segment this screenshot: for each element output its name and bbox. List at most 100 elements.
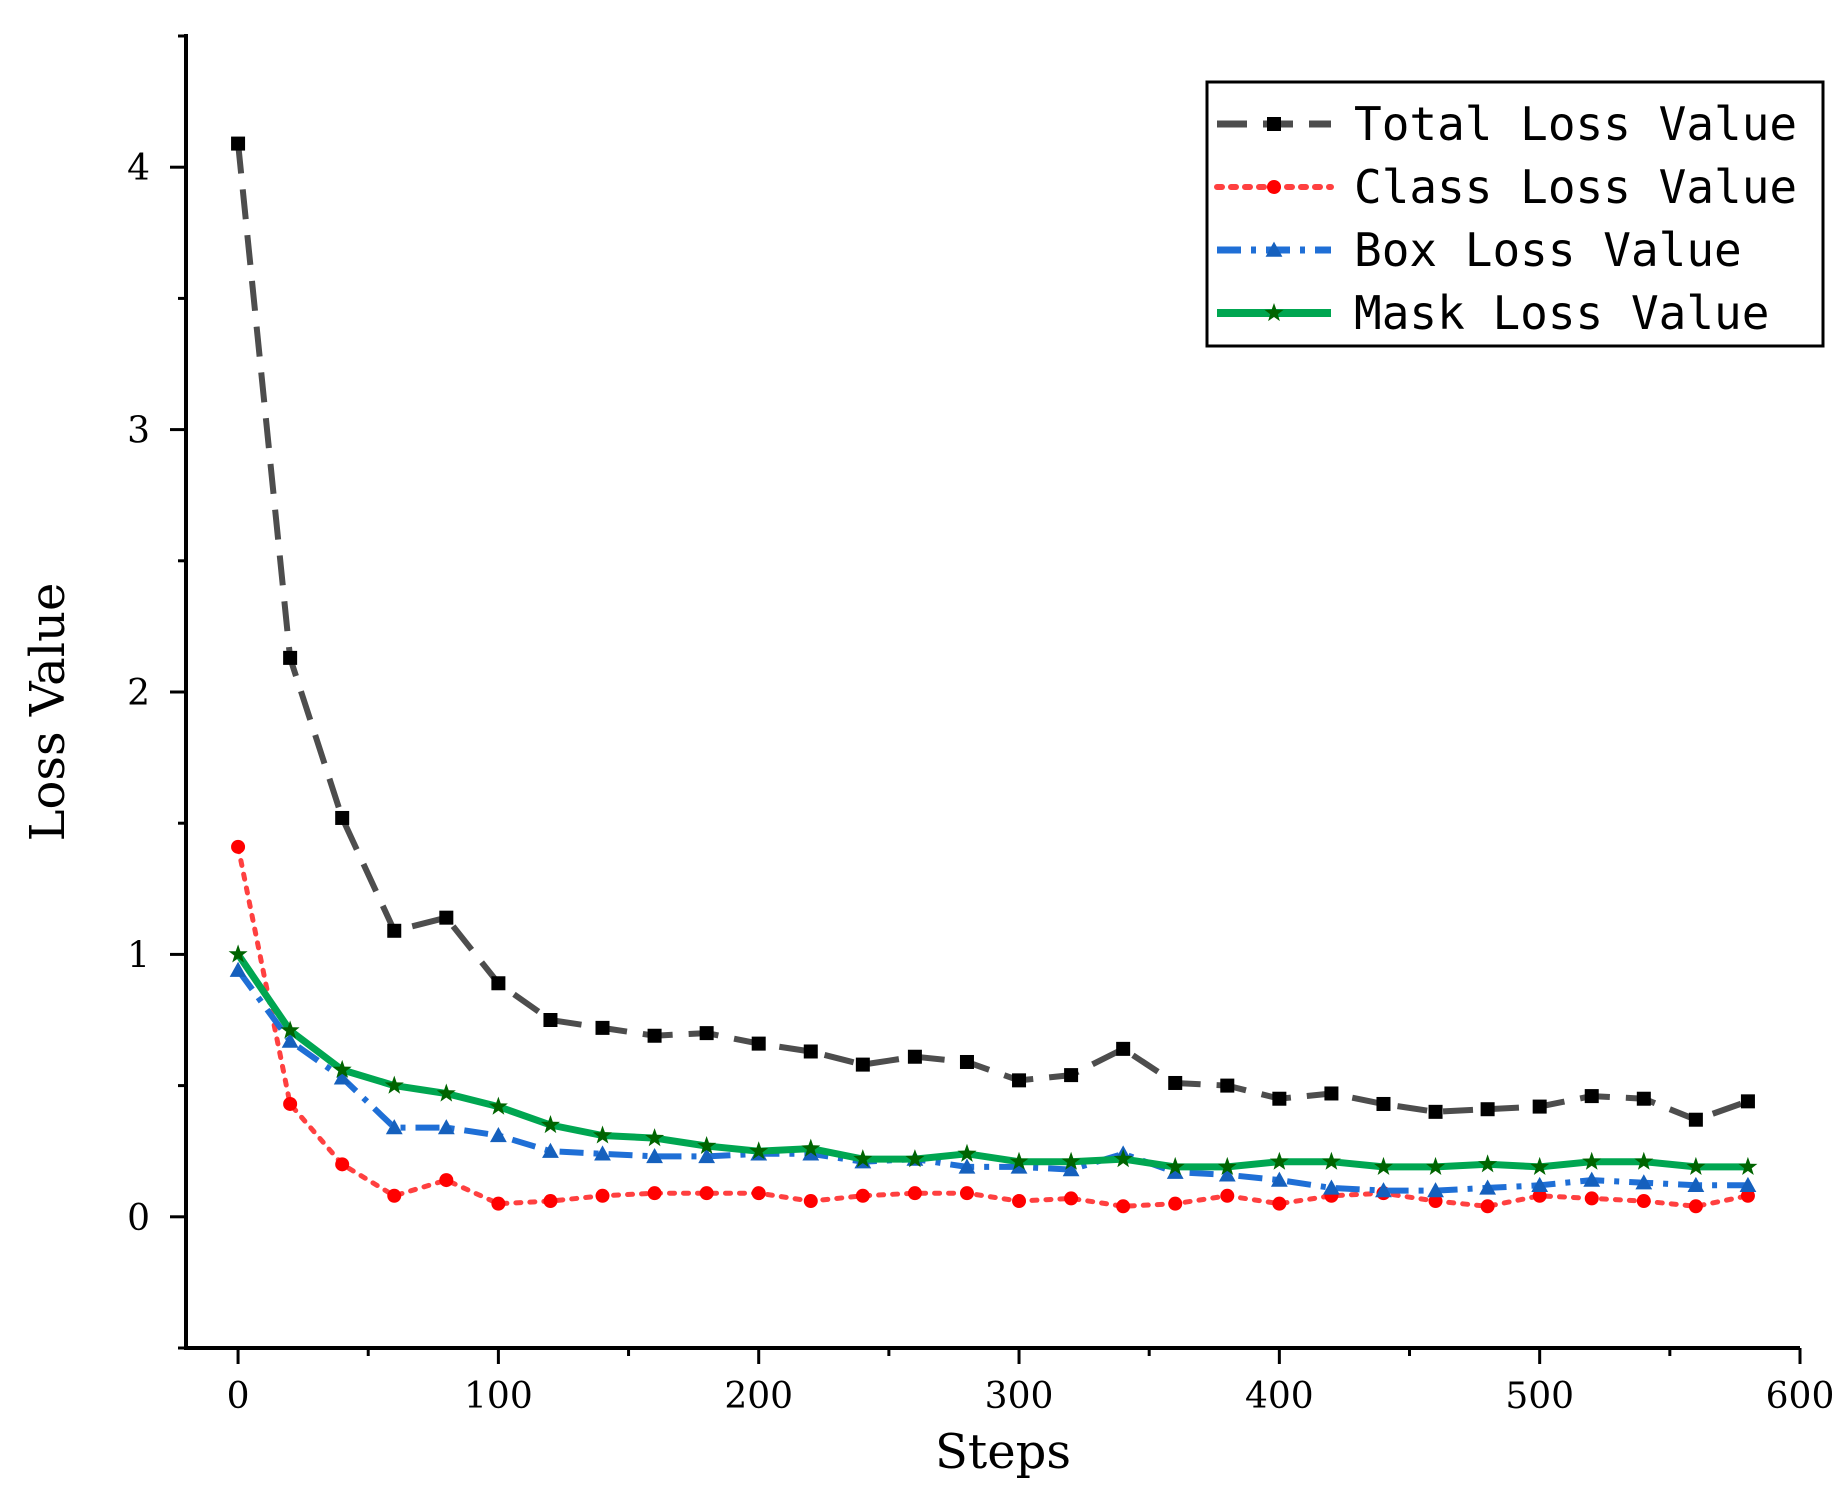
- legend-label: Mask Loss Value: [1354, 286, 1769, 340]
- data-point: [1324, 1086, 1339, 1101]
- data-point: [1374, 1156, 1393, 1175]
- y-axis-title: Loss Value: [20, 583, 76, 842]
- x-tick-label: 300: [985, 1376, 1054, 1417]
- series-total-loss-value: [231, 136, 1755, 1127]
- data-point: [958, 1158, 976, 1174]
- data-point: [1012, 1073, 1027, 1088]
- legend-item: Mask Loss Value: [1217, 286, 1769, 340]
- data-point: [543, 1013, 558, 1027]
- series-line: [235, 952, 1748, 1171]
- data-point: [1168, 1075, 1183, 1090]
- legend-marker: [1265, 241, 1283, 257]
- data-point: [1582, 1151, 1602, 1170]
- data-point: [1428, 1194, 1443, 1209]
- data-point: [1064, 1068, 1079, 1083]
- data-point: [491, 976, 506, 991]
- data-point: [594, 1145, 611, 1161]
- legend-item: Total Loss Value: [1217, 97, 1797, 151]
- data-point: [699, 1186, 714, 1201]
- data-point: [387, 923, 402, 938]
- x-axis-title: Steps: [935, 1424, 1071, 1480]
- data-point: [1479, 1179, 1497, 1195]
- legend-label: Class Loss Value: [1354, 160, 1797, 214]
- data-point: [1634, 1151, 1654, 1170]
- data-point: [1739, 1176, 1757, 1193]
- data-point: [749, 1141, 769, 1160]
- data-point: [1272, 1196, 1287, 1211]
- series-layer: [228, 136, 1758, 1214]
- series-box-loss-value: [229, 961, 1757, 1198]
- ticks: 0 100 200 300 400 500 600 0 1 2 3 4: [127, 34, 1835, 1417]
- legend-item: Box Loss Value: [1217, 223, 1742, 277]
- data-point: [1165, 1156, 1185, 1175]
- x-tick-label: 100: [464, 1376, 533, 1417]
- series-line: [235, 844, 1751, 1209]
- data-point: [229, 961, 247, 977]
- data-point: [1376, 1096, 1391, 1111]
- data-point: [1740, 1094, 1755, 1109]
- x-tick-label: 600: [1766, 1376, 1835, 1417]
- data-point: [751, 1036, 766, 1051]
- data-point: [1636, 1194, 1651, 1209]
- data-point: [543, 1194, 558, 1209]
- data-point: [905, 1149, 925, 1168]
- data-point: [1064, 1191, 1079, 1206]
- data-point: [385, 1119, 403, 1135]
- data-point: [645, 1128, 665, 1147]
- data-point: [488, 1096, 508, 1115]
- data-point: [1116, 1199, 1131, 1214]
- data-point: [1113, 1149, 1133, 1168]
- data-point: [1532, 1099, 1547, 1114]
- y-tick-label: 1: [127, 935, 150, 976]
- data-point: [1269, 1151, 1289, 1170]
- data-point: [646, 1148, 663, 1164]
- legend-marker: [1267, 117, 1281, 131]
- legend: Total Loss Value Class Loss Value Box Loss…: [1205, 80, 1825, 348]
- x-tick-label: 400: [1245, 1376, 1314, 1417]
- data-point: [1220, 1188, 1235, 1203]
- data-point: [959, 1186, 974, 1201]
- data-point: [231, 136, 246, 151]
- data-point: [384, 1075, 404, 1094]
- legend-label: Box Loss Value: [1354, 223, 1742, 277]
- series-line: [235, 968, 1748, 1194]
- data-point: [281, 1032, 299, 1048]
- data-point: [333, 1069, 351, 1085]
- data-point: [1217, 1156, 1237, 1175]
- data-point: [1220, 1078, 1235, 1093]
- data-point: [595, 1020, 610, 1035]
- data-point: [1010, 1158, 1028, 1174]
- data-point: [1062, 1161, 1080, 1177]
- data-point: [228, 944, 248, 963]
- data-point: [436, 1083, 456, 1102]
- data-point: [1061, 1151, 1081, 1170]
- data-point: [647, 1186, 662, 1201]
- data-point: [283, 650, 298, 665]
- data-point: [1584, 1089, 1599, 1104]
- data-point: [1687, 1176, 1705, 1193]
- x-tick-label: 0: [227, 1376, 250, 1417]
- data-point: [1688, 1199, 1703, 1214]
- data-point: [1428, 1104, 1443, 1119]
- data-point: [1738, 1156, 1758, 1175]
- data-point: [1584, 1191, 1599, 1206]
- data-point: [855, 1057, 870, 1072]
- data-point: [853, 1149, 873, 1168]
- data-point: [1740, 1188, 1755, 1203]
- data-point: [855, 1188, 870, 1203]
- data-point: [1426, 1156, 1446, 1175]
- data-point: [1688, 1112, 1703, 1127]
- data-point: [697, 1136, 717, 1154]
- data-point: [801, 1138, 821, 1157]
- x-tick-label: 200: [724, 1376, 793, 1417]
- data-point: [959, 1054, 974, 1069]
- data-point: [803, 1044, 818, 1059]
- data-point: [1532, 1188, 1547, 1203]
- legend-marker: [1267, 180, 1281, 194]
- legend-marker: [1264, 303, 1284, 322]
- series-mask-loss-value: [228, 944, 1758, 1175]
- data-point: [283, 1096, 298, 1111]
- data-point: [699, 1026, 714, 1041]
- y-tick-label: 3: [127, 411, 150, 452]
